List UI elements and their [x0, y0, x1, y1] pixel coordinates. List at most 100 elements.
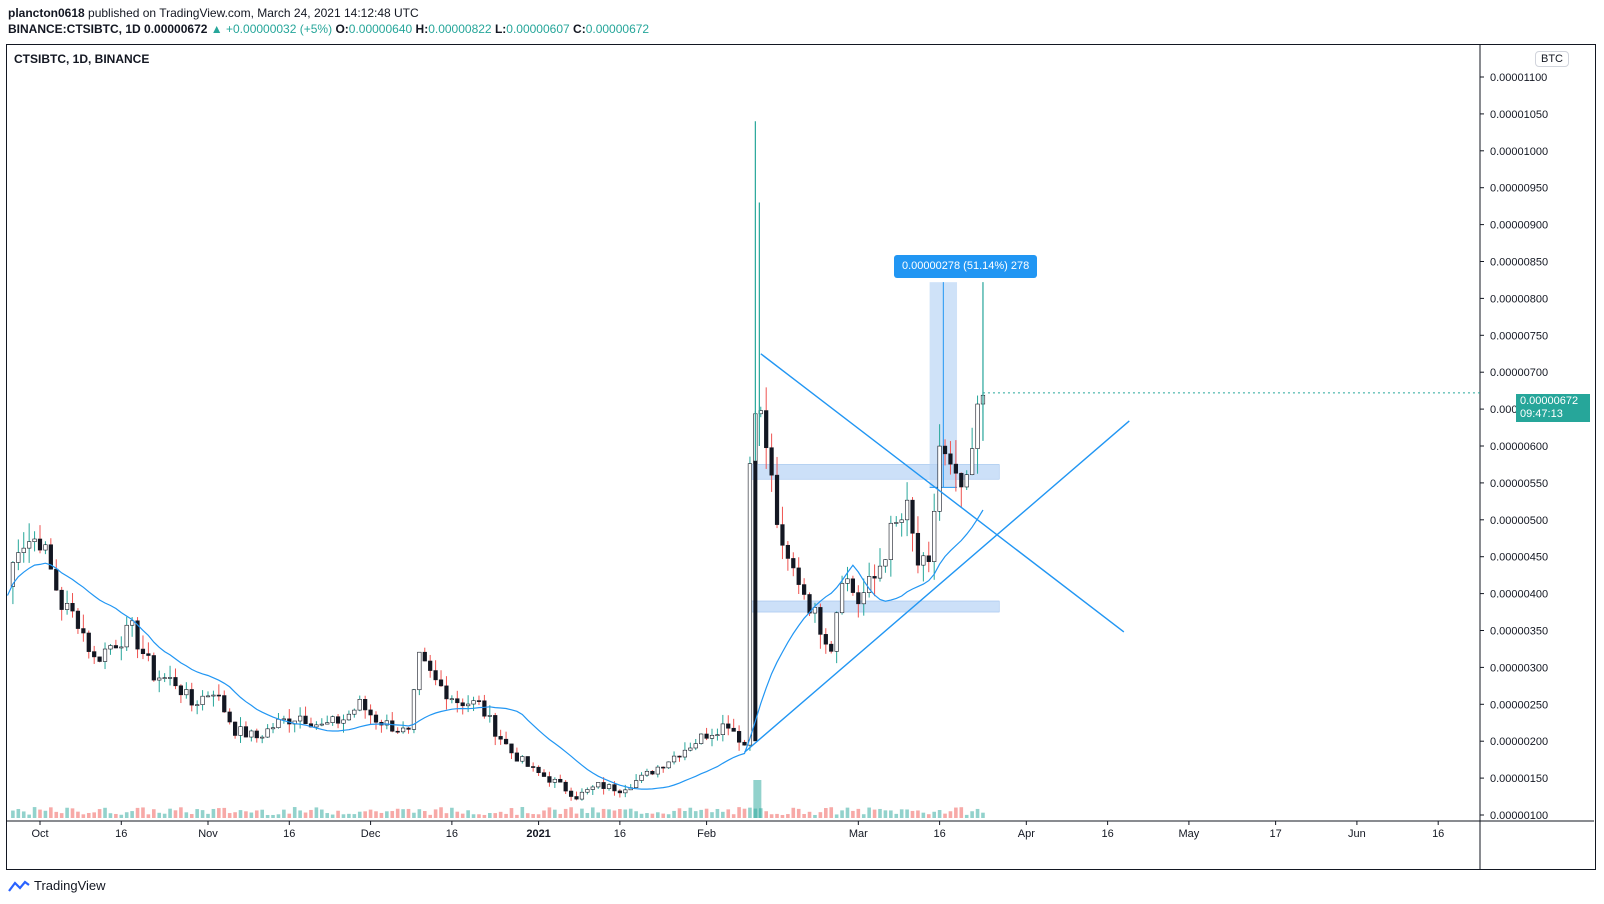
- volume-bar: [704, 808, 709, 818]
- price-tick-label: 0.00000550: [1490, 478, 1548, 490]
- price-tick-label: 0.00001050: [1490, 109, 1548, 121]
- volume-bar: [791, 807, 796, 818]
- price-tick-label: 0.00001100: [1490, 72, 1547, 84]
- candle-body: [254, 730, 259, 739]
- volume-bar: [482, 814, 487, 818]
- price-tick-label: 0.00000700: [1490, 367, 1548, 379]
- low-value: 0.00000607: [506, 22, 570, 36]
- volume-bar: [748, 807, 752, 818]
- candle-body: [270, 727, 276, 730]
- candle-body: [59, 589, 64, 610]
- candle-body: [444, 685, 449, 700]
- candle-body: [476, 700, 482, 702]
- volume-bar: [298, 810, 302, 818]
- candle-body: [97, 656, 102, 662]
- candle-body: [265, 728, 270, 738]
- candle-body: [16, 552, 21, 563]
- candle-body: [102, 648, 108, 662]
- candle-body: [552, 778, 557, 783]
- volume-bar: [645, 813, 649, 818]
- candle-body: [32, 538, 37, 542]
- last-price: 0.00000672: [144, 22, 208, 36]
- price-tick-label: 0.00000500: [1490, 515, 1548, 527]
- footer-brand[interactable]: TradingView: [8, 878, 106, 894]
- volume-bar: [650, 813, 655, 818]
- volume-bar: [840, 810, 844, 818]
- time-tick-label: 16: [446, 828, 458, 840]
- time-tick-label: Feb: [697, 828, 716, 840]
- price-tick-label: 0.00000850: [1490, 257, 1548, 269]
- candle-body: [839, 583, 845, 614]
- ohlc-header: BINANCE:CTSIBTC, 1D 0.00000672 ▲ +0.0000…: [8, 22, 649, 36]
- volume-bar: [162, 813, 167, 818]
- candle-body: [113, 645, 118, 649]
- candle-body: [243, 726, 249, 738]
- candle-body: [850, 578, 856, 593]
- candle-body: [601, 782, 606, 789]
- currency-button[interactable]: BTC: [1535, 51, 1569, 67]
- candle-body: [910, 499, 915, 534]
- candle-body: [802, 584, 807, 595]
- volume-bar: [509, 808, 514, 818]
- candle-body: [547, 776, 552, 783]
- time-tick-label: Dec: [361, 828, 381, 840]
- volume-bar: [883, 810, 888, 818]
- candle-body: [845, 578, 850, 584]
- candle-body: [791, 558, 796, 569]
- candle-body: [942, 445, 948, 455]
- candle-body: [715, 734, 720, 736]
- close-label: C:: [573, 22, 586, 36]
- publish-info: published on TradingView.com, March 24, …: [84, 6, 419, 20]
- candle-body: [352, 709, 357, 715]
- volume-bar: [260, 809, 264, 818]
- candle-body: [623, 789, 628, 794]
- volume-bar: [764, 811, 768, 818]
- candle-body: [585, 789, 590, 793]
- candle-body: [541, 772, 547, 777]
- volume-bar: [455, 811, 460, 818]
- price-change: +0.00000032 (+5%): [226, 22, 333, 36]
- volume-bar: [103, 807, 107, 818]
- trendline: [760, 353, 1125, 633]
- candle-body: [736, 731, 742, 743]
- current-price-label: 0.00000672 09:47:13: [1516, 394, 1590, 422]
- candle-body: [780, 524, 785, 546]
- author-name[interactable]: plancton0618: [8, 6, 85, 20]
- volume-bar: [677, 808, 682, 818]
- volume-bar: [65, 807, 69, 818]
- volume-bar: [325, 813, 330, 818]
- volume-bar: [834, 814, 839, 818]
- price-tick-label: 0.00000800: [1490, 293, 1548, 305]
- volume-bar: [894, 813, 899, 818]
- volume-bar: [363, 811, 367, 818]
- volume-bar: [86, 812, 91, 818]
- volume-bar: [926, 814, 931, 818]
- time-tick-label: 16: [1101, 828, 1113, 840]
- volume-bar: [336, 810, 340, 818]
- volume-bar: [152, 809, 156, 818]
- volume-bar: [688, 807, 693, 818]
- price-tick-label: 0.00000750: [1490, 330, 1548, 342]
- volume-bar: [872, 809, 877, 818]
- candle-body: [574, 796, 579, 800]
- volume-bar: [498, 811, 503, 818]
- candle-body: [774, 474, 780, 525]
- chart-frame[interactable]: [6, 44, 1596, 870]
- candle-body: [731, 727, 736, 732]
- footer-brand-label: TradingView: [34, 878, 106, 893]
- volume-bar: [970, 811, 974, 818]
- candle-body: [742, 741, 747, 746]
- publish-header: plancton0618 published on TradingView.co…: [8, 6, 419, 20]
- candle-body: [590, 786, 595, 790]
- candle-body: [514, 752, 520, 762]
- price-tick-label: 0.00001000: [1490, 146, 1548, 158]
- candle-body: [341, 719, 346, 724]
- candle-body: [346, 713, 352, 721]
- volume-bar: [851, 810, 855, 818]
- candle-body: [455, 698, 460, 704]
- volume-bar: [406, 808, 411, 818]
- volume-bar: [227, 813, 232, 818]
- volume-bar: [206, 813, 210, 818]
- candle-body: [829, 643, 834, 652]
